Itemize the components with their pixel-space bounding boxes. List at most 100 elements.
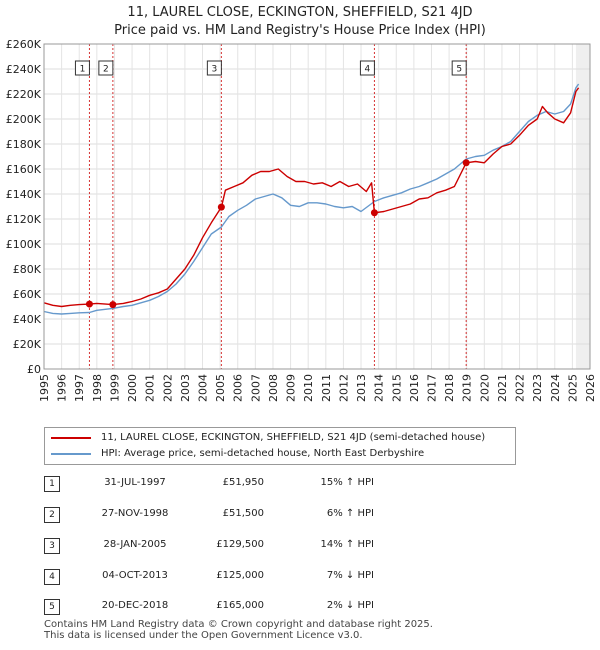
y-tick-label: £220K bbox=[6, 88, 42, 101]
row-hpi: 6% ↑ HPI bbox=[326, 508, 374, 519]
footer-line-2: This data is licensed under the Open Gov… bbox=[44, 630, 363, 641]
row-date: 28-JAN-2005 bbox=[103, 539, 167, 550]
x-tick-label: 2011 bbox=[320, 374, 333, 402]
x-tick-label: 1995 bbox=[38, 374, 51, 402]
x-tick-label: 2003 bbox=[179, 374, 192, 402]
x-tick-label: 2017 bbox=[425, 374, 438, 402]
y-tick-label: £120K bbox=[6, 213, 42, 226]
table-row: 5 20-DEC-2018 £165,000 2% ↓ HPI bbox=[44, 596, 464, 616]
row-hpi: 15% ↑ HPI bbox=[320, 477, 374, 488]
y-tick-label: £100K bbox=[6, 238, 42, 251]
y-tick-label: £200K bbox=[6, 113, 42, 126]
legend-label-property: 11, LAUREL CLOSE, ECKINGTON, SHEFFIELD, … bbox=[101, 432, 486, 443]
y-tick-label: £40K bbox=[13, 313, 42, 326]
x-tick-label: 2004 bbox=[197, 374, 210, 402]
y-tick-label: £140K bbox=[6, 188, 42, 201]
sale-marker-label: 4 bbox=[365, 65, 371, 75]
row-price: £51,950 bbox=[222, 477, 264, 488]
x-tick-label: 2006 bbox=[232, 374, 245, 402]
y-tick-label: £20K bbox=[13, 338, 42, 351]
sale-marker-box bbox=[98, 60, 114, 76]
x-tick-label: 2002 bbox=[161, 374, 174, 402]
x-tick-label: 2025 bbox=[566, 374, 579, 402]
chart-subtitle: Price paid vs. HM Land Registry's House … bbox=[114, 23, 486, 38]
x-tick-label: 2012 bbox=[337, 374, 350, 402]
y-tick-label: £80K bbox=[13, 263, 42, 276]
x-tick-label: 1998 bbox=[91, 374, 104, 402]
sale-marker-label: 3 bbox=[211, 65, 217, 75]
shaded-region bbox=[575, 44, 590, 369]
sale-marker-box bbox=[359, 60, 375, 76]
y-tick-label: £60K bbox=[13, 288, 42, 301]
row-number: 5 bbox=[44, 599, 60, 615]
x-tick-label: 1996 bbox=[56, 374, 69, 402]
table-row: 2 27-NOV-1998 £51,500 6% ↑ HPI bbox=[44, 504, 464, 524]
row-date: 04-OCT-2013 bbox=[102, 570, 168, 581]
y-tick-label: £180K bbox=[6, 138, 42, 151]
chart-title: 11, LAUREL CLOSE, ECKINGTON, SHEFFIELD, … bbox=[127, 5, 473, 20]
row-price: £165,000 bbox=[216, 600, 264, 611]
x-tick-label: 2007 bbox=[249, 374, 262, 402]
x-tick-label: 2013 bbox=[355, 374, 368, 402]
sale-marker-box bbox=[451, 60, 467, 76]
table-row: 4 04-OCT-2013 £125,000 7% ↓ HPI bbox=[44, 566, 464, 586]
row-hpi: 7% ↓ HPI bbox=[326, 570, 374, 581]
x-tick-label: 1997 bbox=[73, 374, 86, 402]
x-tick-label: 2010 bbox=[302, 374, 315, 402]
x-tick-label: 2001 bbox=[144, 374, 157, 402]
y-tick-label: £160K bbox=[6, 163, 42, 176]
x-tick-label: 1999 bbox=[108, 374, 121, 402]
x-tick-label: 2026 bbox=[584, 374, 597, 402]
row-hpi: 14% ↑ HPI bbox=[320, 539, 374, 550]
x-tick-label: 2008 bbox=[267, 374, 280, 402]
sale-marker-box bbox=[206, 60, 222, 76]
x-tick-label: 2015 bbox=[390, 374, 403, 402]
table-row: 1 31-JUL-1997 £51,950 15% ↑ HPI bbox=[44, 473, 464, 493]
x-tick-label: 2009 bbox=[285, 374, 298, 402]
legend: 11, LAUREL CLOSE, ECKINGTON, SHEFFIELD, … bbox=[44, 427, 516, 465]
sale-point bbox=[217, 203, 225, 211]
sale-point bbox=[462, 159, 470, 167]
chart-area: 1 2 3 4 5 £0 £20K £40K £60K £80K £100K £120K £140K £1… bbox=[6, 38, 597, 402]
legend-swatch-property bbox=[51, 437, 91, 439]
property-line bbox=[43, 87, 580, 308]
row-date: 20-DEC-2018 bbox=[101, 600, 169, 611]
x-tick-label: 2024 bbox=[549, 374, 562, 402]
footer: Contains HM Land Registry data © Crown c… bbox=[44, 619, 433, 641]
legend-swatch-hpi bbox=[51, 453, 91, 455]
y-tick-label: £0 bbox=[27, 363, 41, 376]
plot-frame bbox=[43, 43, 591, 370]
x-tick-label: 2016 bbox=[408, 374, 421, 402]
legend-label-hpi: HPI: Average price, semi-detached house,… bbox=[101, 448, 425, 459]
y-tick-label: £240K bbox=[6, 63, 42, 76]
table-row: 3 28-JAN-2005 £129,500 14% ↑ HPI bbox=[44, 535, 464, 555]
sale-point bbox=[109, 301, 117, 309]
plot-background bbox=[44, 44, 590, 369]
footer-line-1: Contains HM Land Registry data © Crown c… bbox=[44, 619, 433, 630]
sale-marker-label: 2 bbox=[103, 65, 109, 75]
sale-point bbox=[85, 300, 93, 308]
sale-marker-label: 1 bbox=[80, 65, 86, 75]
sale-marker-box bbox=[74, 60, 90, 76]
row-number: 1 bbox=[44, 476, 60, 492]
row-date: 31-JUL-1997 bbox=[104, 477, 166, 488]
row-price: £51,500 bbox=[222, 508, 264, 519]
row-hpi: 2% ↓ HPI bbox=[326, 600, 374, 611]
x-tick-label: 2014 bbox=[373, 374, 386, 402]
x-tick-label: 2018 bbox=[443, 374, 456, 402]
sale-point bbox=[370, 209, 378, 217]
y-tick-label: £260K bbox=[6, 38, 42, 51]
x-tick-label: 2019 bbox=[461, 374, 474, 402]
row-number: 4 bbox=[44, 569, 60, 585]
x-tick-label: 2000 bbox=[126, 374, 139, 402]
x-tick-label: 2023 bbox=[531, 374, 544, 402]
x-tick-label: 2005 bbox=[214, 374, 227, 402]
sale-marker-label: 5 bbox=[456, 65, 462, 75]
x-tick-label: 2020 bbox=[478, 374, 491, 402]
row-date: 27-NOV-1998 bbox=[101, 508, 169, 519]
row-price: £129,500 bbox=[216, 539, 264, 550]
row-number: 2 bbox=[44, 507, 60, 523]
x-tick-label: 2022 bbox=[514, 374, 527, 402]
row-price: £125,000 bbox=[216, 570, 264, 581]
x-tick-label: 2021 bbox=[496, 374, 509, 402]
